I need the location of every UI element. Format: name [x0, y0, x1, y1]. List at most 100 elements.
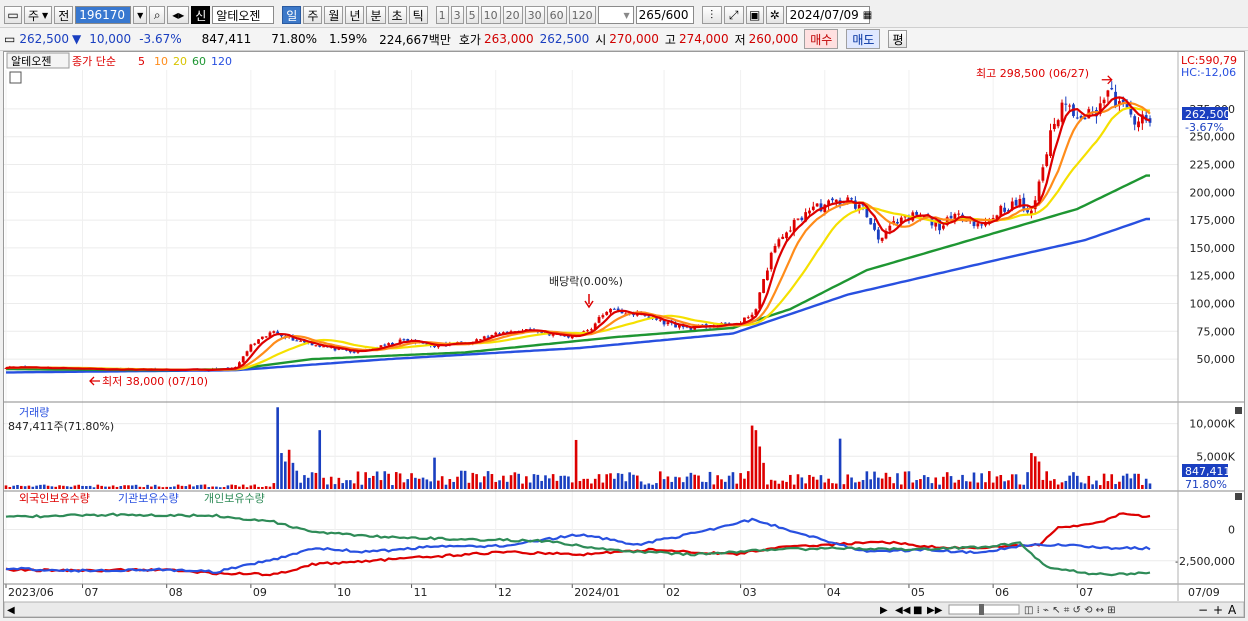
zoom-slider-handle[interactable]: [979, 604, 984, 615]
volume-bar: [27, 485, 31, 489]
compare-chart-icon[interactable]: ⤢: [723, 6, 744, 24]
chart-svg[interactable]: 50,000 75,000 100,000 125,000 150,000 175,000…: [3, 52, 1245, 618]
gear-icon[interactable]: ✲: [765, 6, 784, 24]
volume-bar: [865, 471, 869, 489]
candle-body: [938, 218, 941, 231]
zoom-in-icon[interactable]: +: [1213, 603, 1223, 617]
date-input[interactable]: 2024/07/09 ▦: [785, 6, 872, 24]
scroll-right-icon[interactable]: ▶: [880, 605, 888, 616]
ma120-label: 120: [211, 55, 232, 68]
code-dropdown-button[interactable]: ▼: [133, 6, 148, 24]
period-year-tab[interactable]: 년: [345, 6, 365, 24]
candle-body: [811, 206, 815, 210]
period-tick-tab[interactable]: 틱: [408, 6, 428, 24]
volume-bar: [961, 474, 964, 489]
volume-bar: [230, 484, 234, 489]
interval-60-button[interactable]: 60: [546, 6, 567, 24]
period-month-tab[interactable]: 월: [324, 6, 344, 24]
volume-bar: [658, 471, 662, 489]
volume-bar: [536, 474, 540, 489]
custom-interval-select[interactable]: ▼: [597, 6, 634, 24]
eval-button[interactable]: 평: [888, 30, 908, 48]
current-date-label: 07/09: [1188, 586, 1220, 599]
volume-bar: [509, 475, 513, 489]
volume-bar: [375, 471, 379, 489]
volume-bar: [750, 425, 754, 489]
volume-bar: [1125, 473, 1129, 489]
volume-bar: [651, 484, 654, 489]
period-day-tab[interactable]: 일: [282, 6, 302, 24]
volume-bar: [58, 485, 61, 489]
candle-body: [987, 219, 991, 224]
candle-body: [662, 320, 666, 325]
layout-icon[interactable]: ▭: [4, 6, 22, 24]
volume-ratio: 71.80%: [271, 32, 318, 46]
interval-5-button[interactable]: 5: [465, 6, 479, 24]
candle-body: [666, 322, 670, 325]
volume-bar: [674, 476, 677, 489]
count-field[interactable]: 265/600: [635, 6, 694, 24]
zoom-out-icon[interactable]: −: [1198, 603, 1208, 617]
holding-tick-label: 0: [1228, 524, 1235, 537]
volume-bar: [559, 475, 563, 489]
interval-1-button[interactable]: 1: [435, 6, 449, 24]
volume-panel-close-icon[interactable]: [1235, 407, 1242, 414]
candle-body: [586, 330, 589, 332]
volume-bar: [1148, 483, 1152, 489]
volume-bar: [1072, 472, 1075, 489]
period-minute-tab[interactable]: 분: [366, 6, 386, 24]
buy-button[interactable]: 매수: [804, 29, 839, 49]
volume-bar: [578, 481, 582, 489]
price-tick-label: 100,000: [1190, 297, 1236, 310]
text-tool-icon[interactable]: A: [1228, 603, 1237, 617]
interval-120-button[interactable]: 120: [568, 6, 596, 24]
candle-body: [597, 317, 601, 323]
volume-bar: [410, 473, 413, 489]
volume-bar: [513, 472, 517, 489]
ma10-label: 10: [154, 55, 168, 68]
scroll-left-icon[interactable]: ◀: [7, 605, 15, 616]
volume-bar: [758, 446, 762, 489]
volume-bar: [701, 481, 704, 489]
volume-bar: [1049, 480, 1052, 489]
play-back-icon[interactable]: ◀◀: [895, 605, 911, 616]
period-second-tab[interactable]: 초: [387, 6, 407, 24]
chart-tools-icons[interactable]: ◫ ⁞ ⌁ ↖ ⌗ ↺ ⟲ ↔ ⊞: [1024, 605, 1116, 616]
volume-bar: [1045, 471, 1048, 489]
interval-10-button[interactable]: 10: [480, 6, 501, 24]
holding-panel-close-icon[interactable]: [1235, 493, 1242, 500]
candle-body: [379, 345, 383, 349]
volume-bar: [808, 474, 811, 489]
expand-icon[interactable]: ▭: [4, 32, 16, 46]
x-tick-label: 06: [995, 586, 1009, 599]
interval-30-button[interactable]: 30: [524, 6, 545, 24]
candle-type-icon[interactable]: ⫶: [701, 6, 722, 24]
stock-code-input[interactable]: 196170: [75, 6, 132, 24]
volume-bar: [949, 476, 953, 489]
interval-3-button[interactable]: 3: [450, 6, 464, 24]
period-prefix-select[interactable]: 주 ▼: [24, 6, 53, 24]
table-toggle-icon[interactable]: [9, 71, 22, 84]
volume-bar: [291, 462, 295, 489]
speaker-icon[interactable]: ◂▸: [167, 6, 190, 24]
candle-body: [1014, 199, 1018, 206]
interval-20-button[interactable]: 20: [502, 6, 523, 24]
candle-body: [310, 342, 314, 346]
volume-bar: [995, 476, 999, 489]
volume-bar: [73, 485, 77, 489]
jeon-button[interactable]: 전: [54, 6, 74, 24]
play-forward-icon[interactable]: ▶▶: [927, 605, 943, 616]
volume-bar: [100, 485, 103, 489]
save-icon[interactable]: ▣: [745, 6, 764, 24]
candle-body: [601, 315, 605, 318]
volume-bar: [81, 485, 84, 489]
candle-body: [723, 322, 727, 324]
period-week-tab[interactable]: 주: [303, 6, 323, 24]
search-icon[interactable]: ⌕: [149, 6, 166, 24]
volume-bar: [831, 483, 834, 489]
stock-name-field[interactable]: 알테오젠: [212, 6, 275, 24]
stop-icon[interactable]: ■: [913, 605, 922, 616]
sell-button[interactable]: 매도: [846, 29, 881, 49]
volume-bar: [727, 475, 731, 489]
ask-label: 호가: [458, 32, 481, 47]
